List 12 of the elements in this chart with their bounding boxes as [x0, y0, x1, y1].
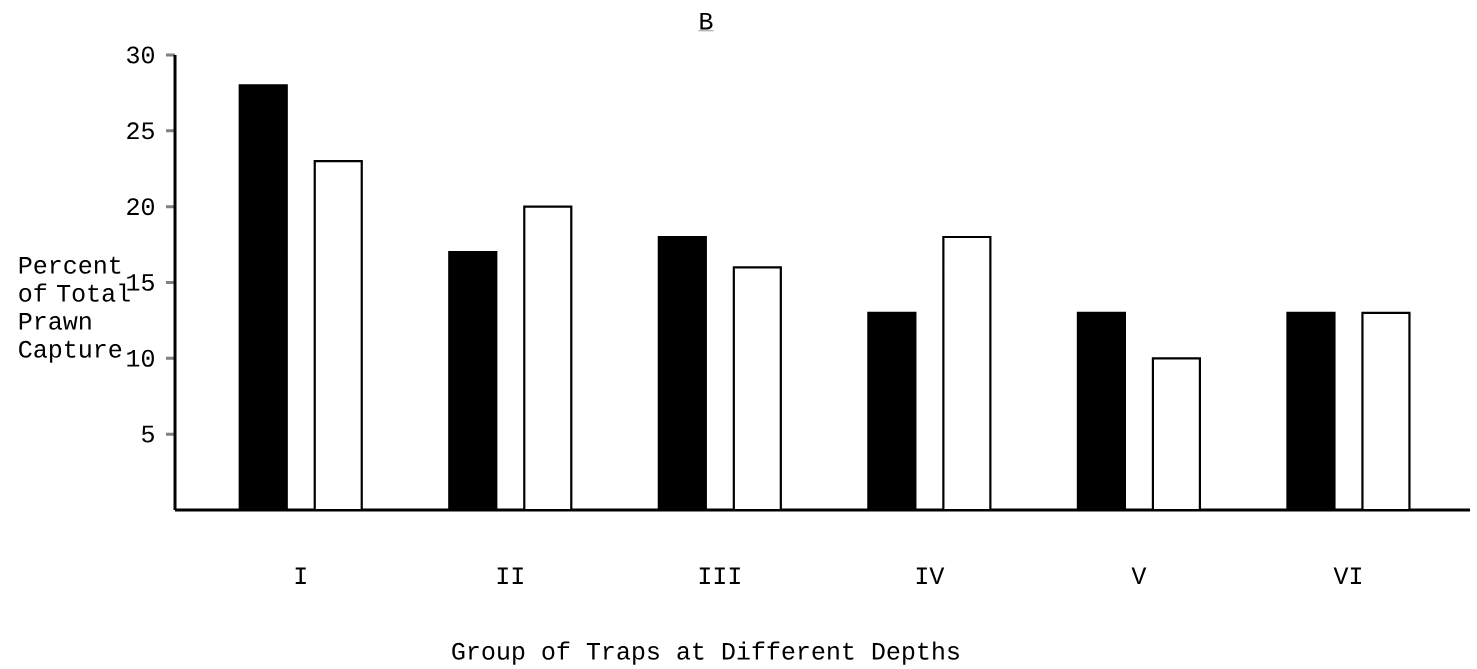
- y-tick-label: 20: [127, 198, 154, 216]
- x-tick-label: III: [699, 567, 740, 584]
- y-tick-label: 30: [127, 46, 154, 64]
- x-axis-title: Group of Traps at Different Depths: [452, 641, 959, 665]
- chart-title: B: [700, 12, 713, 30]
- x-tick-label: I: [295, 567, 306, 584]
- x-tick-label: IV: [916, 567, 945, 584]
- x-tick-label: V: [1131, 567, 1147, 584]
- y-tick-label: 5: [142, 425, 154, 443]
- x-tick-label: II: [497, 567, 523, 584]
- y-tick-label: 25: [127, 122, 154, 140]
- x-tick-label: VI: [1333, 567, 1361, 584]
